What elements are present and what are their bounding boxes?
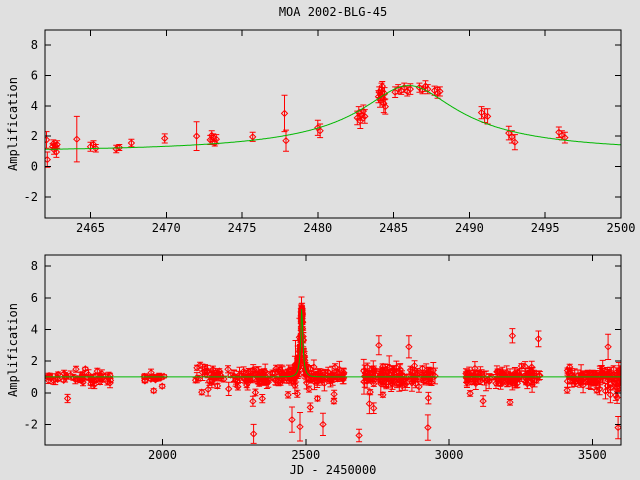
data-point: [162, 134, 168, 143]
x-tick-label: 2465: [76, 221, 105, 235]
data-point: [214, 383, 220, 389]
x-tick-label: 2490: [455, 221, 484, 235]
y-tick-label: -2: [24, 417, 38, 431]
x-tick-label: 2495: [531, 221, 560, 235]
x-tick-label: 3500: [578, 448, 607, 462]
y-tick-label: 6: [31, 68, 38, 82]
data-point: [331, 398, 337, 404]
data-point: [509, 131, 515, 143]
data-point: [509, 329, 515, 343]
y-tick-label: 4: [31, 99, 38, 113]
y-tick-label: 2: [31, 354, 38, 368]
data-point: [615, 417, 621, 439]
data-point: [159, 383, 165, 389]
data-point: [564, 387, 570, 393]
data-point: [226, 382, 232, 395]
y-tick-label: 6: [31, 291, 38, 305]
data-point: [74, 116, 80, 161]
data-point: [281, 95, 287, 131]
data-point: [285, 392, 291, 398]
data-point: [44, 132, 50, 149]
data-points: [44, 81, 568, 167]
data-point: [425, 415, 431, 440]
bottom-panel: 2000 2500 3000 3500 -2 0 2 4 6 8: [24, 255, 624, 462]
data-point: [252, 389, 258, 396]
data-point: [297, 413, 303, 442]
data-point: [307, 403, 313, 412]
y-axis-label-top: Amplification: [6, 77, 20, 171]
axis-ticks: [45, 30, 621, 218]
data-point: [73, 366, 79, 372]
axis-ticks: [45, 255, 621, 445]
data-point: [283, 130, 289, 151]
data-point: [205, 383, 211, 396]
data-point: [199, 389, 205, 395]
y-tick-label: 4: [31, 322, 38, 336]
data-points: [45, 297, 624, 443]
data-point: [225, 366, 231, 373]
light-curve-chart: 24652470247524802485249024952500-2024682…: [0, 0, 640, 480]
x-axis-label: JD - 2450000: [290, 463, 377, 477]
y-tick-label: 2: [31, 129, 38, 143]
data-point: [128, 139, 134, 147]
data-point: [425, 392, 431, 404]
y-tick-label: -2: [24, 190, 38, 204]
x-tick-label: 3000: [435, 448, 464, 462]
data-point: [251, 424, 257, 443]
data-point: [366, 394, 372, 414]
data-point: [314, 396, 320, 402]
data-point: [467, 390, 473, 396]
plot-frame: [45, 30, 621, 218]
data-point: [194, 122, 200, 151]
data-point: [406, 336, 412, 358]
y-tick-label: 0: [31, 386, 38, 400]
x-tick-label: 2470: [152, 221, 181, 235]
y-tick-label: 8: [31, 259, 38, 273]
data-point: [320, 413, 326, 435]
x-tick-label: 2500: [291, 448, 320, 462]
data-point: [480, 396, 486, 407]
plot-frame: [45, 255, 621, 445]
data-point: [356, 429, 362, 442]
x-tick-label: 2000: [148, 448, 177, 462]
gnuplot-window: MOA 2002-BLG-45 Amplification Amplificat…: [0, 0, 640, 480]
data-point: [65, 394, 71, 402]
x-tick-label: 2485: [379, 221, 408, 235]
data-point: [151, 388, 157, 394]
data-point: [376, 336, 382, 355]
data-point: [506, 126, 512, 140]
data-point: [512, 135, 518, 150]
data-point: [605, 334, 611, 359]
data-point: [259, 395, 265, 403]
data-point: [250, 396, 256, 406]
y-tick-label: 0: [31, 159, 38, 173]
data-point: [289, 407, 295, 432]
y-tick-label: 8: [31, 38, 38, 52]
data-point: [535, 331, 541, 347]
plot-title: MOA 2002-BLG-45: [279, 5, 387, 19]
data-point: [507, 399, 513, 405]
x-tick-label: 2500: [607, 221, 636, 235]
top-panel: 2465 2470 2475 2480 2485 2490 2495 2500 -2 0 2 4 6 8: [24, 30, 636, 235]
data-point: [485, 109, 491, 124]
x-tick-label: 2480: [303, 221, 332, 235]
y-axis-label-bottom: Amplification: [6, 303, 20, 397]
data-point: [331, 390, 337, 398]
x-tick-label: 2475: [228, 221, 257, 235]
data-point: [82, 366, 88, 372]
